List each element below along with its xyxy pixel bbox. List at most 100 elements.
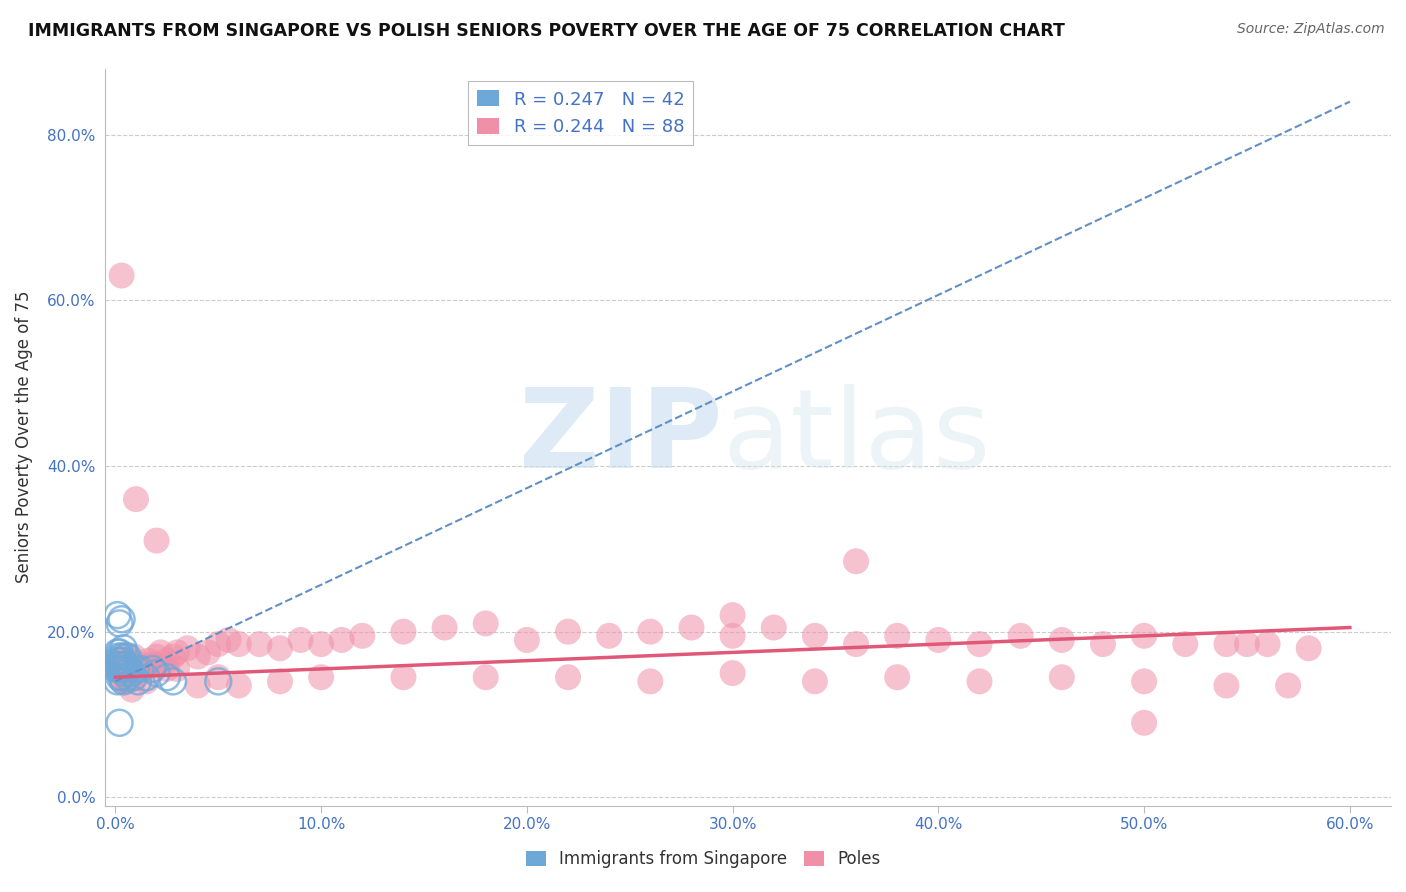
Point <box>108 645 131 659</box>
Point <box>309 670 332 684</box>
Point <box>145 649 167 664</box>
Point <box>141 662 163 676</box>
Point <box>927 632 949 647</box>
Point <box>110 649 132 664</box>
Y-axis label: Seniors Poverty Over the Age of 75: Seniors Poverty Over the Age of 75 <box>15 291 32 583</box>
Point <box>136 654 159 668</box>
Point <box>112 662 135 676</box>
Point <box>110 674 132 689</box>
Point <box>121 666 143 681</box>
Point <box>108 654 131 668</box>
Point <box>1236 637 1258 651</box>
Point <box>125 670 148 684</box>
Point <box>110 666 132 681</box>
Point <box>117 670 139 684</box>
Point <box>112 657 135 672</box>
Point <box>207 674 229 689</box>
Point <box>166 645 188 659</box>
Point <box>249 637 271 651</box>
Point <box>721 629 744 643</box>
Point <box>156 670 179 684</box>
Point <box>112 641 135 656</box>
Point <box>121 682 143 697</box>
Point <box>269 674 291 689</box>
Point <box>108 654 131 668</box>
Point <box>108 670 131 684</box>
Point <box>110 268 132 283</box>
Point <box>117 674 139 689</box>
Point <box>112 670 135 684</box>
Point <box>762 621 785 635</box>
Point <box>112 674 135 689</box>
Point <box>118 654 141 668</box>
Point <box>110 654 132 668</box>
Point <box>108 662 131 676</box>
Point <box>108 616 131 631</box>
Point <box>127 674 149 689</box>
Point <box>107 657 129 672</box>
Point <box>110 662 132 676</box>
Point <box>969 674 991 689</box>
Point <box>135 670 157 684</box>
Point <box>162 649 184 664</box>
Point <box>125 492 148 507</box>
Point <box>474 616 496 631</box>
Point <box>269 641 291 656</box>
Point <box>197 645 219 659</box>
Point <box>141 657 163 672</box>
Point <box>110 612 132 626</box>
Point <box>145 657 167 672</box>
Point <box>156 654 179 668</box>
Point <box>1091 637 1114 651</box>
Point <box>145 533 167 548</box>
Point <box>309 637 332 651</box>
Point <box>516 632 538 647</box>
Point <box>114 657 136 672</box>
Point <box>176 641 198 656</box>
Point <box>105 654 128 668</box>
Point <box>125 662 148 676</box>
Point <box>107 608 129 623</box>
Point <box>162 674 184 689</box>
Point <box>392 624 415 639</box>
Point <box>1298 641 1320 656</box>
Point <box>129 657 152 672</box>
Point <box>207 670 229 684</box>
Point <box>804 674 827 689</box>
Point <box>118 662 141 676</box>
Point <box>474 670 496 684</box>
Point <box>1133 629 1156 643</box>
Point <box>352 629 374 643</box>
Point <box>1277 679 1299 693</box>
Point <box>129 662 152 676</box>
Point <box>886 629 908 643</box>
Point <box>156 662 179 676</box>
Point <box>114 649 136 664</box>
Point <box>1215 637 1237 651</box>
Point <box>557 624 579 639</box>
Text: Source: ZipAtlas.com: Source: ZipAtlas.com <box>1237 22 1385 37</box>
Text: IMMIGRANTS FROM SINGAPORE VS POLISH SENIORS POVERTY OVER THE AGE OF 75 CORRELATI: IMMIGRANTS FROM SINGAPORE VS POLISH SENI… <box>28 22 1064 40</box>
Point <box>107 674 129 689</box>
Point <box>107 649 129 664</box>
Point <box>110 670 132 684</box>
Point <box>125 662 148 676</box>
Point <box>110 662 132 676</box>
Point <box>886 670 908 684</box>
Point <box>105 662 128 676</box>
Point <box>681 621 703 635</box>
Point <box>108 657 131 672</box>
Legend: Immigrants from Singapore, Poles: Immigrants from Singapore, Poles <box>519 844 887 875</box>
Point <box>640 624 662 639</box>
Point <box>114 666 136 681</box>
Point <box>218 632 240 647</box>
Point <box>845 554 868 568</box>
Point <box>557 670 579 684</box>
Point <box>145 666 167 681</box>
Point <box>187 649 209 664</box>
Point <box>117 649 139 664</box>
Point <box>110 649 132 664</box>
Point <box>1050 670 1073 684</box>
Point <box>108 715 131 730</box>
Point <box>134 662 156 676</box>
